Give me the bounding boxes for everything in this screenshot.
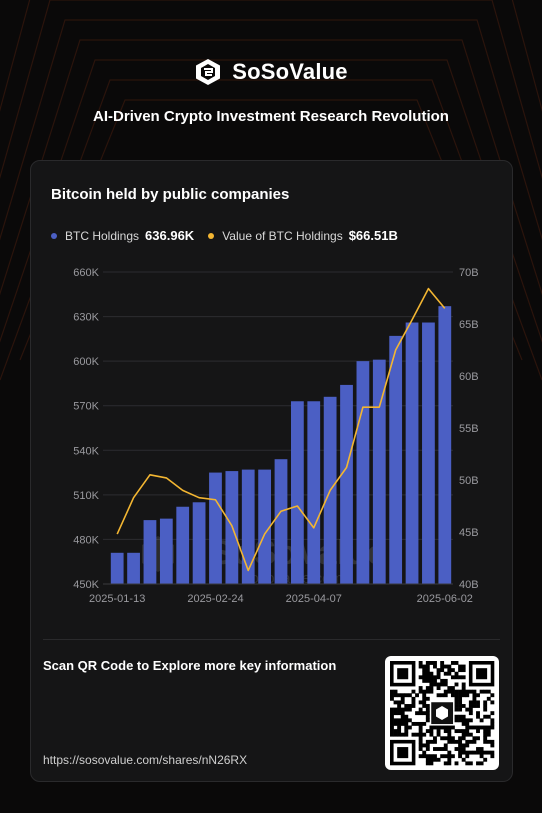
y-left-tick-label: 450K [73, 579, 99, 591]
bar-btc-holdings [258, 469, 272, 584]
qr-code[interactable] [385, 656, 499, 770]
legend-label-btc-holdings[interactable]: BTC Holdings [65, 228, 140, 243]
y-left-tick-label: 660K [73, 267, 99, 279]
bar-btc-holdings [438, 306, 452, 584]
y-right-tick-label: 50B [459, 475, 479, 487]
bar-btc-holdings [307, 401, 321, 584]
x-tick-label: 2025-02-24 [187, 593, 243, 605]
sosovalue-logo-icon [196, 59, 221, 85]
bar-btc-holdings [159, 518, 173, 584]
chart-legend: BTC Holdings 636.96K Value of BTC Holdin… [51, 228, 398, 243]
legend-dot-value [208, 232, 215, 239]
line-btc-value [116, 287, 446, 572]
legend-label-value[interactable]: Value of BTC Holdings [222, 228, 343, 243]
legend-value-btc-holdings: 636.96K [145, 228, 195, 243]
y-right-tick-label: 60B [459, 371, 479, 383]
bar-btc-holdings [274, 459, 288, 584]
bar-btc-holdings [389, 335, 403, 584]
bar-btc-holdings [127, 552, 140, 584]
bar-btc-holdings [209, 472, 222, 584]
share-url[interactable]: https://sosovalue.com/shares/nN26RX [43, 753, 248, 767]
divider [43, 639, 500, 640]
bar-btc-holdings [176, 506, 190, 584]
x-tick-label: 2025-04-07 [286, 593, 342, 605]
brand-logo[interactable]: SoSoValue [194, 58, 348, 86]
y-left-tick-label: 600K [73, 356, 99, 368]
y-right-tick-label: 45B [459, 527, 479, 539]
scan-prompt: Scan QR Code to Explore more key informa… [43, 658, 337, 673]
qr-code-image [390, 661, 495, 766]
y-right-tick-label: 55B [459, 423, 479, 435]
y-left-tick-label: 510K [73, 490, 99, 502]
bar-btc-holdings [290, 401, 304, 584]
combo-chart[interactable]: 450K 480K 510K 540K 570K 600K 630K 660K 40B 45B 50… [31, 256, 512, 616]
legend-value-value: $66.51B [348, 228, 398, 243]
bar-btc-holdings [372, 359, 386, 584]
y-left-tick-label: 630K [73, 312, 99, 324]
legend-dot-btc-holdings [51, 232, 57, 239]
bar-btc-holdings [110, 552, 124, 584]
brand-name: SoSoValue [232, 59, 348, 84]
bar-btc-holdings [422, 322, 435, 584]
y-right-tick-label: 40B [459, 579, 479, 591]
bar-btc-holdings [143, 520, 157, 584]
bar-btc-holdings [356, 361, 370, 584]
y-left-tick-label: 480K [73, 534, 99, 546]
bar-btc-holdings [241, 469, 255, 584]
y-right-tick-label: 65B [459, 319, 479, 331]
y-right-tick-label: 70B [459, 267, 479, 279]
y-left-tick-label: 570K [73, 401, 99, 413]
x-tick-label: 2025-06-02 [417, 593, 473, 605]
header: SoSoValue [0, 58, 542, 91]
y-left-tick-label: 540K [73, 445, 99, 457]
chart-card: Bitcoin held by public companies BTC Hol… [30, 160, 513, 782]
tagline: AI-Driven Crypto Investment Research Rev… [93, 108, 449, 125]
bar-btc-holdings [405, 322, 419, 584]
bar-btc-holdings [192, 502, 206, 584]
x-tick-label: 2025-01-13 [89, 593, 145, 605]
card-title: Bitcoin held by public companies [51, 186, 290, 203]
bar-btc-holdings [340, 384, 353, 584]
